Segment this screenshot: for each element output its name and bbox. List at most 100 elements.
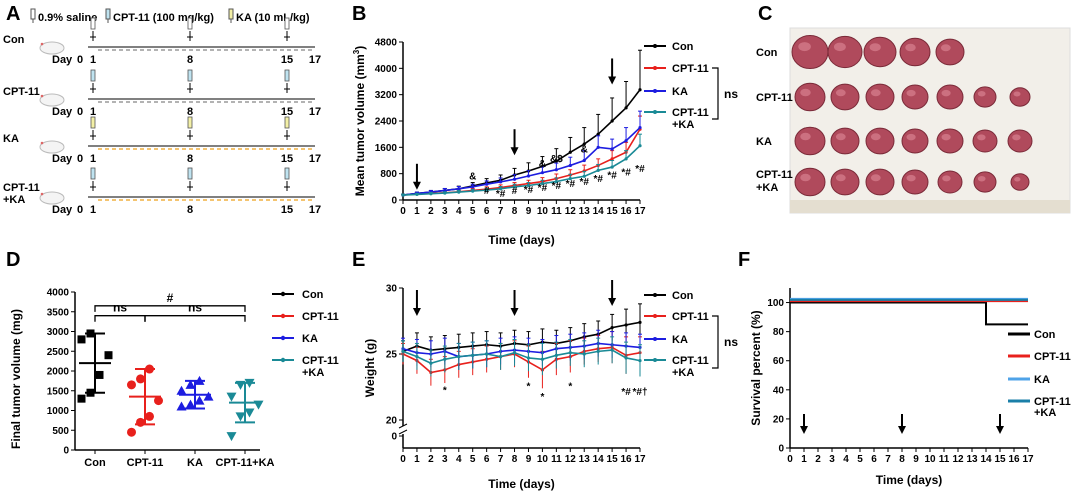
tumor-highlight: [798, 42, 811, 52]
x-tick-label: 17: [1022, 454, 1034, 465]
legend-marker: [653, 89, 657, 93]
data-point: [471, 189, 475, 193]
tumor-sample: [901, 169, 929, 195]
data-point: [485, 352, 489, 356]
series-line: [402, 342, 641, 358]
day-tick-label: 8: [187, 153, 193, 165]
data-point: [554, 159, 558, 163]
tumor-sample: [830, 168, 860, 196]
data-point: [610, 165, 614, 169]
tumor-sample: [794, 126, 826, 156]
data-point: [77, 335, 86, 344]
significance-label: *#: [552, 181, 562, 192]
chart-d-final-tumor-volume: 0 500 1000 1500 2000 2500 3000 3500 4000 Con CPT-1…: [9, 288, 339, 470]
data-point: [568, 351, 572, 355]
significance-label: *: [527, 382, 531, 393]
legend-label: KA: [672, 334, 688, 346]
data-point: [540, 171, 545, 175]
x-tick-label: 7: [498, 206, 504, 217]
x-tick-label: 1: [801, 454, 807, 465]
x-tick-label: 9: [526, 206, 532, 217]
x-tick-label: 6: [871, 454, 877, 465]
data-point: [568, 163, 572, 168]
x-tick-label: 0: [787, 454, 793, 465]
significance-label: &$: [550, 154, 563, 165]
legend-marker: [653, 293, 657, 297]
day-tick-label: 8: [187, 54, 193, 66]
series-line: [402, 127, 641, 196]
legend-saline: 0.9% saline: [38, 12, 97, 24]
data-point: [638, 359, 642, 363]
data-point: [512, 177, 517, 181]
schedule-group-label: CPT-11: [3, 182, 40, 194]
data-point: [77, 394, 86, 403]
photo-row-label: Con: [756, 47, 778, 59]
legend-marker: [653, 337, 657, 341]
tumor-highlight: [940, 44, 951, 52]
tumor-highlight: [906, 174, 916, 182]
significance-label: *: [443, 386, 447, 397]
y-tick-label: 0: [391, 432, 397, 443]
tumor-highlight: [1014, 177, 1021, 182]
mouse-icon: [39, 93, 65, 107]
data-point: [176, 385, 187, 395]
tumor-sample: [901, 84, 929, 110]
data-point: [596, 145, 600, 149]
photo-row-label: KA: [756, 136, 772, 148]
x-tick-label: 4: [456, 206, 462, 217]
dose-arrowhead: [608, 76, 617, 85]
data-point: [226, 392, 237, 402]
series-line: [402, 128, 641, 196]
legend-marker: [653, 358, 657, 362]
x-tick-label: 12: [952, 454, 964, 465]
x-tick-label: 15: [607, 454, 619, 465]
data-point: [638, 125, 642, 130]
panel-label-c: C: [758, 3, 772, 25]
day-tick-label: 0: [77, 153, 83, 165]
legend-cpt11: CPT-11 (100 mg/kg): [113, 12, 214, 24]
x-tick-label: 8: [899, 454, 905, 465]
syringe-icon-ka: [228, 8, 234, 23]
tumor-highlight: [870, 133, 881, 141]
mouse-eye: [40, 42, 44, 46]
schedule-group-label: CPT-11: [3, 86, 40, 98]
tumor-sample: [937, 170, 963, 194]
x-tick-label: 3: [442, 454, 448, 465]
data-point: [429, 361, 433, 365]
schedule-group-label: KA: [3, 133, 19, 145]
x-tick-label: 0: [400, 454, 406, 465]
survival-line: [790, 301, 1028, 326]
significance-label: *#: [496, 189, 506, 200]
x-tick-label: 6: [484, 206, 490, 217]
y-tick-label: 500: [52, 426, 69, 437]
data-point: [429, 192, 433, 196]
x-tick-label: 1: [414, 454, 420, 465]
data-point: [136, 417, 145, 427]
panel-label-f: F: [738, 249, 750, 271]
y-axis-title: Weight (g): [363, 339, 377, 397]
x-tick-label: 17: [634, 206, 646, 217]
data-point: [401, 193, 405, 197]
x-tick-label: 11: [551, 206, 562, 217]
tumor-sample: [972, 129, 998, 153]
tumor-highlight: [800, 88, 811, 97]
data-point: [457, 355, 461, 359]
syringe-icon-saline: [30, 8, 36, 23]
data-point: [554, 168, 558, 172]
y-tick-label: 20: [386, 416, 398, 427]
y-tick-label: 60: [773, 356, 785, 367]
y-tick-label: 2500: [47, 347, 70, 358]
day-tick-label: 17: [309, 153, 321, 165]
y-tick-label: 20: [773, 414, 785, 425]
data-point: [244, 408, 255, 418]
tumor-highlight: [906, 133, 916, 141]
day-tick-label: 15: [281, 54, 293, 66]
x-tick-label: 7: [498, 454, 504, 465]
x-tick-label: 6: [484, 454, 490, 465]
y-tick-label: 0: [63, 446, 69, 457]
x-tick-label: 15: [994, 454, 1006, 465]
data-point: [526, 174, 531, 178]
significance-label: *#: [580, 177, 590, 188]
data-point: [596, 349, 600, 353]
